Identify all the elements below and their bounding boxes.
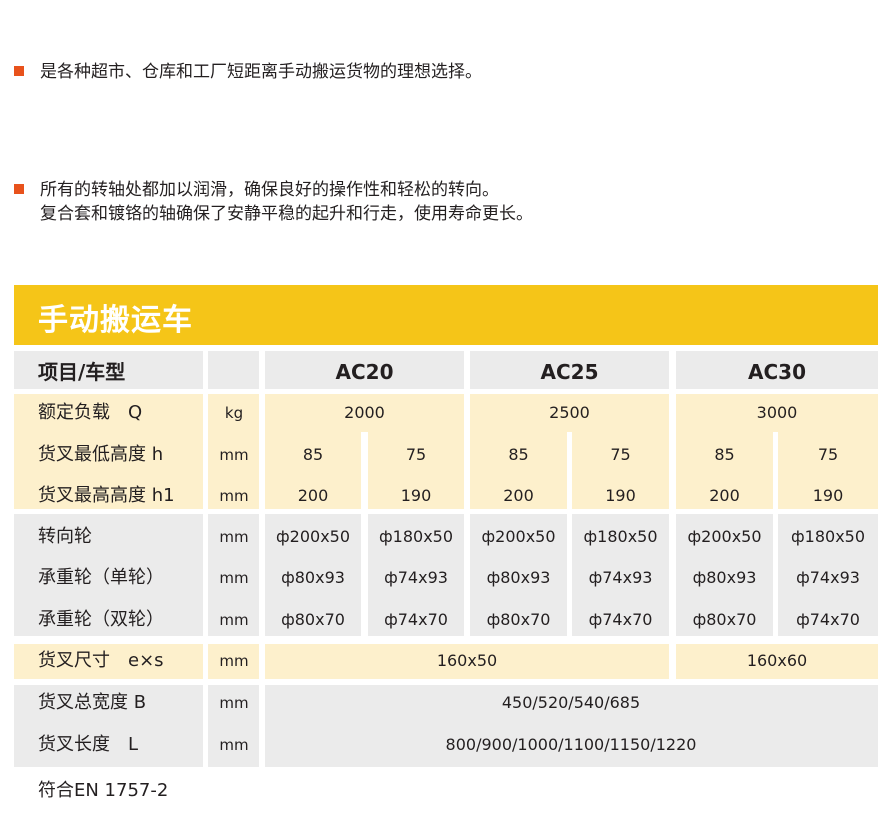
model-name: AC25 (540, 360, 599, 384)
value-cell (572, 514, 669, 636)
bullet-text: 是各种超市、仓库和工厂短距离手动搬运货物的理想选择。 (40, 62, 482, 82)
row-label: 货叉最低高度 h (38, 444, 164, 465)
header-cell (265, 351, 464, 389)
bullet-marker (14, 184, 24, 194)
row-value: ф74x70 (796, 610, 860, 629)
group-load-height-label-cell (14, 394, 203, 509)
group-fork-width-length-unit-cell (208, 685, 259, 767)
row-value: 200 (297, 486, 329, 505)
value-cell (676, 644, 878, 679)
value-cell (773, 394, 778, 432)
row-value: 75 (405, 445, 427, 464)
group-load-height-unit-cell (208, 394, 259, 509)
row-unit: mm (219, 611, 249, 629)
row-value: ф80x70 (486, 610, 551, 629)
value-cell (368, 431, 464, 509)
value-cell (265, 514, 361, 636)
bullet-text: 复合套和镀铬的轴确保了安静平稳的起升和行走，使用寿命更长。 (40, 204, 533, 224)
row-unit: mm (219, 446, 249, 464)
row-value: ф74x70 (588, 610, 653, 629)
row-value: ф180x50 (583, 527, 658, 546)
value-cell (265, 644, 669, 679)
row-value: ф180x50 (790, 527, 866, 546)
table-title: 手动搬运车 (38, 303, 193, 338)
row-label: 货叉尺寸 e×s (38, 650, 164, 671)
row-unit: mm (219, 528, 249, 546)
row-value: 800/900/1000/1100/1150/1220 (445, 735, 697, 754)
value-cell (470, 514, 567, 636)
value-cell (778, 431, 878, 509)
row-value: 160x50 (436, 651, 498, 670)
value-cell (265, 685, 878, 767)
row-value: ф74x93 (384, 568, 448, 587)
row-value: ф74x93 (796, 568, 860, 587)
standard-note: 符合EN 1757-2 (38, 780, 169, 801)
value-cell (572, 431, 669, 509)
table-title-bar: 手动搬运车 (14, 285, 878, 345)
bullet-text: 所有的转轴处都加以润滑，确保良好的操作性和轻松的转向。 (40, 180, 499, 200)
row-value: 3000 (756, 403, 798, 422)
row-value: 190 (812, 486, 844, 505)
header-row-unit-cell (208, 351, 259, 389)
value-cell (265, 431, 361, 509)
row-value: 2000 (344, 403, 385, 422)
model-name: AC30 (748, 360, 806, 384)
row-label: 额定负载 Q (38, 402, 143, 423)
value-cell (368, 514, 464, 636)
group-fork-size-label-cell (14, 644, 203, 679)
row-value: 75 (817, 445, 839, 464)
value-cell (778, 514, 878, 636)
row-value: 190 (400, 486, 432, 505)
row-value: 75 (610, 445, 631, 464)
row-value: ф200x50 (687, 527, 762, 546)
group-fork-width-length-label-cell (14, 685, 203, 767)
header-cell (676, 351, 878, 389)
row-value: ф74x70 (384, 610, 448, 629)
model-name: AC20 (335, 360, 394, 384)
row-label: 货叉总宽度 B (38, 692, 147, 713)
row-value: ф80x70 (692, 610, 757, 629)
header-cell (470, 351, 669, 389)
row-value: 85 (508, 445, 529, 464)
row-value: 160x60 (746, 651, 808, 670)
header-row-label-cell (14, 351, 203, 389)
group-wheels-label-cell (14, 514, 203, 636)
row-label: 货叉长度 L (38, 734, 139, 755)
value-cell (470, 431, 567, 509)
row-label: 承重轮（单轮） (38, 567, 164, 588)
row-value: ф80x93 (281, 568, 345, 587)
row-label: 货叉最高高度 h1 (38, 485, 175, 506)
group-wheels-unit-cell (208, 514, 259, 636)
row-value: 85 (302, 445, 324, 464)
row-label: 承重轮（双轮） (38, 609, 164, 630)
row-unit: mm (219, 736, 249, 754)
row-value: ф80x70 (281, 610, 345, 629)
row-unit: mm (219, 569, 249, 587)
row-value: ф80x93 (486, 568, 551, 587)
row-value: 85 (714, 445, 735, 464)
row-value: ф200x50 (275, 527, 351, 546)
group-fork-size-unit-cell (208, 644, 259, 679)
row-value: ф180x50 (378, 527, 454, 546)
value-cell (361, 394, 368, 432)
row-value: 2500 (549, 403, 590, 422)
value-cell (676, 514, 773, 636)
row-value: 190 (605, 486, 636, 505)
header-label: 项目/车型 (38, 360, 126, 384)
value-cell (567, 394, 572, 432)
row-value: ф80x93 (692, 568, 757, 587)
row-unit: mm (219, 652, 249, 670)
row-unit: kg (224, 404, 244, 422)
row-unit: mm (219, 487, 249, 505)
row-value: 450/520/540/685 (501, 693, 641, 712)
row-value: ф200x50 (481, 527, 556, 546)
row-value: 200 (503, 486, 534, 505)
row-value: ф74x93 (588, 568, 653, 587)
row-value: 200 (709, 486, 740, 505)
value-cell (676, 431, 773, 509)
row-unit: mm (219, 694, 249, 712)
row-label: 转向轮 (38, 526, 92, 547)
bullet-marker (14, 66, 24, 76)
